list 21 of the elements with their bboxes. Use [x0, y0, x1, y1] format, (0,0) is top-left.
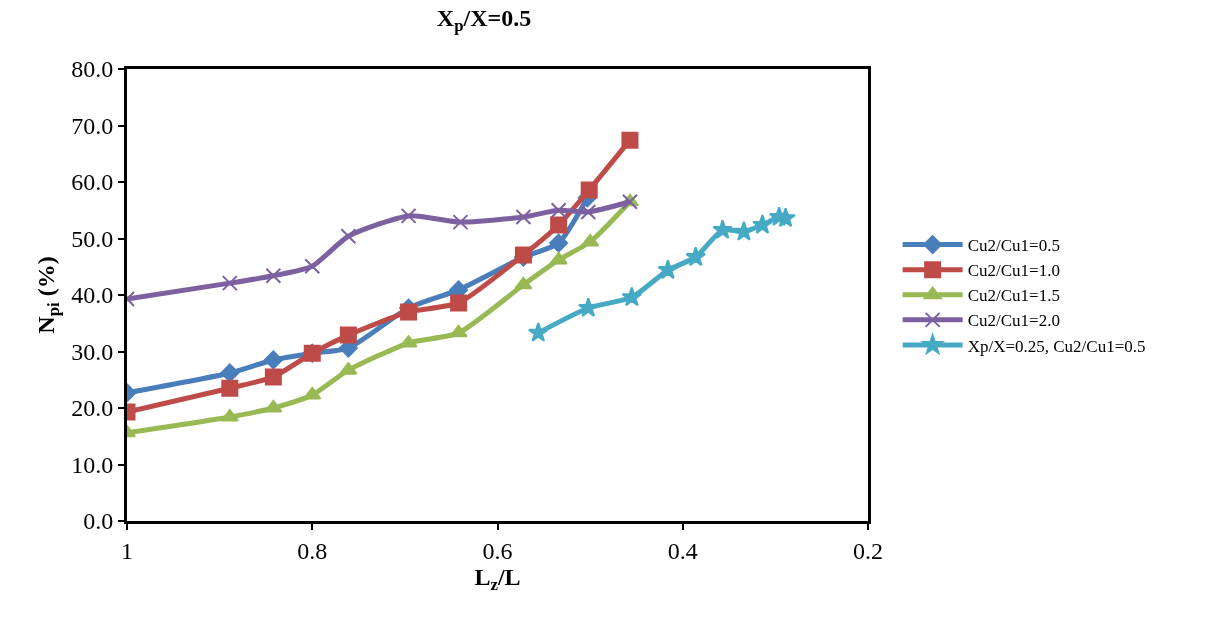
legend-label: Xp/X=0.25, Cu2/Cu1=0.5 [967, 336, 1146, 356]
x-tick-label: 0.2 [853, 537, 883, 564]
legend-label: Cu2/Cu1=1.5 [967, 286, 1060, 306]
chart-title: X$_{p}$/X=0.5 [436, 5, 532, 36]
x-axis-title: L$_{z}$/L [474, 563, 521, 594]
legend-label: Cu2/Cu1=0.5 [967, 236, 1060, 256]
y-tick-label: 70.0 [71, 112, 114, 139]
x-tick-label: 0.6 [482, 537, 513, 564]
y-tick-label: 40.0 [71, 282, 114, 309]
legend-label: Cu2/Cu1=2.0 [967, 311, 1060, 331]
x-tick-label: 0.4 [667, 537, 698, 564]
x-tick-label: 0.8 [297, 537, 328, 564]
y-tick-label: 20.0 [71, 395, 114, 422]
y-tick-label: 30.0 [71, 338, 114, 365]
y-tick-label: 60.0 [71, 169, 114, 196]
y-tick-label: 50.0 [71, 225, 114, 252]
x-tick-label: 1 [121, 537, 133, 564]
y-tick-label: 0.0 [83, 508, 114, 535]
y-tick-label: 80.0 [71, 56, 114, 83]
legend-label: Cu2/Cu1=1.0 [967, 261, 1060, 281]
y-tick-label: 10.0 [71, 451, 114, 478]
